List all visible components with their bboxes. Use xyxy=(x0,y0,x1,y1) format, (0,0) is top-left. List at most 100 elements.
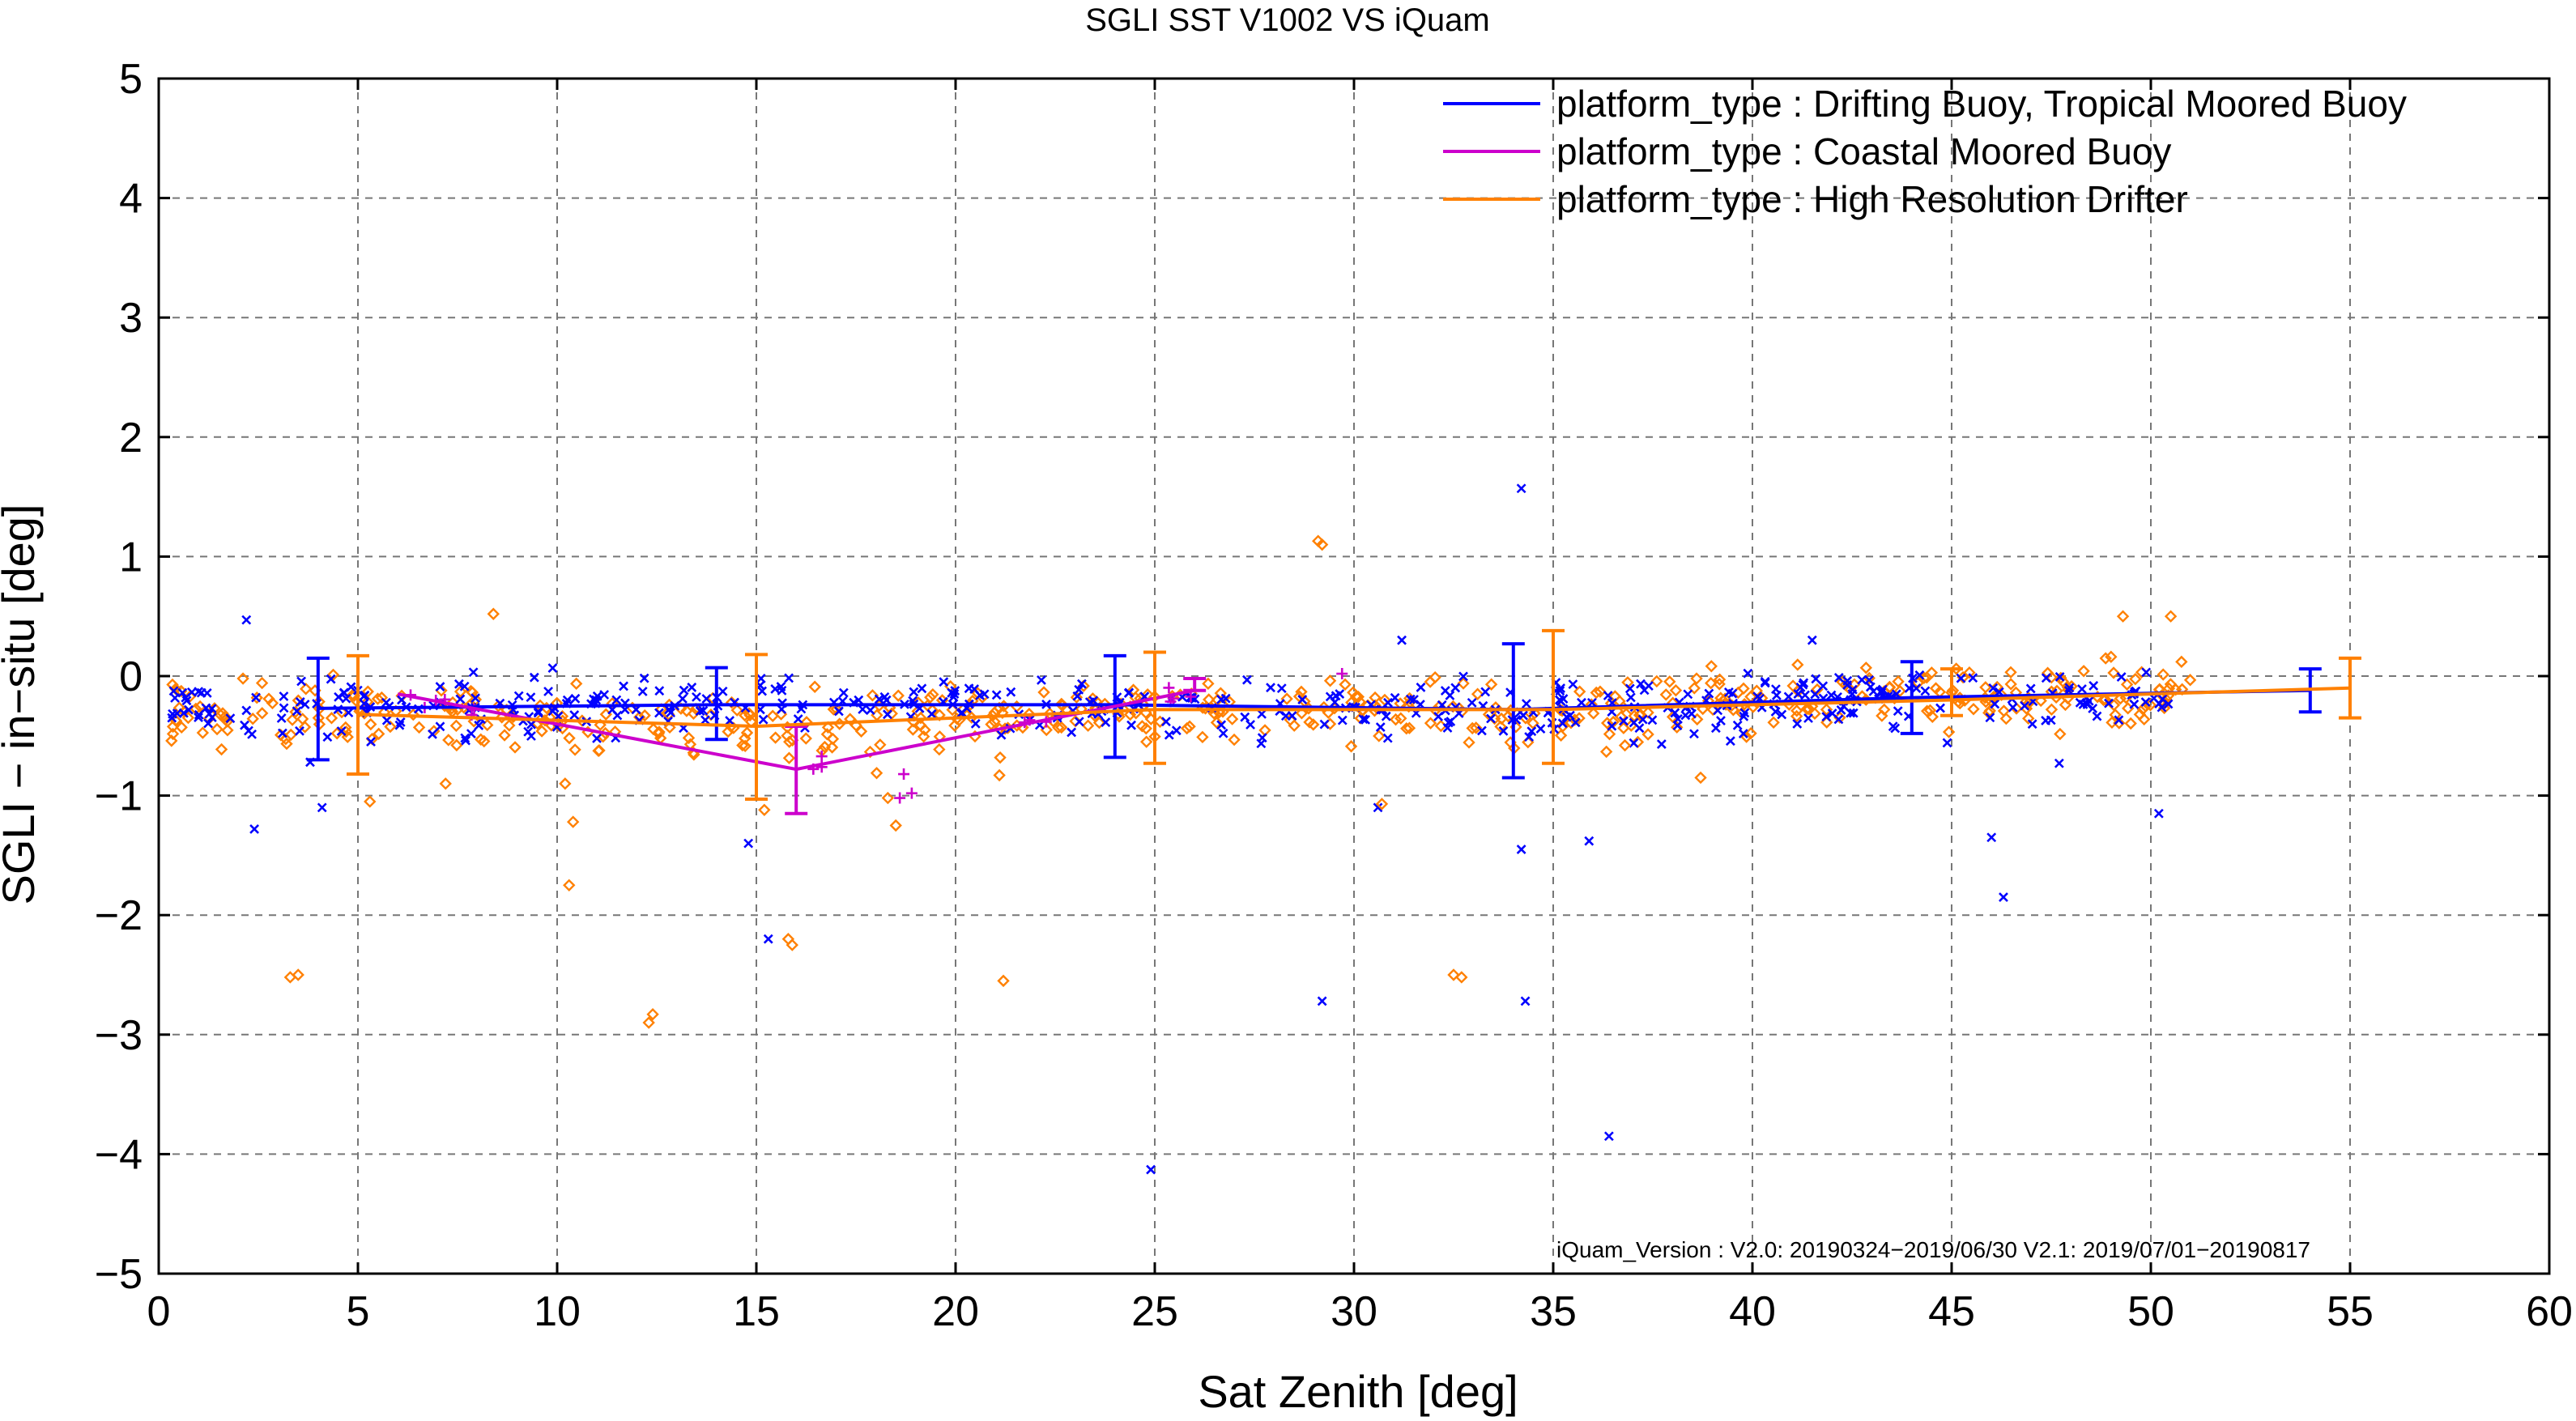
data-point xyxy=(1988,683,1999,693)
data-point xyxy=(1458,671,1468,682)
data-point xyxy=(1146,1164,1156,1175)
data-point xyxy=(478,734,491,748)
data-point xyxy=(757,686,768,696)
data-point xyxy=(563,879,576,891)
data-point xyxy=(1818,681,1829,691)
data-point xyxy=(533,706,543,717)
data-point xyxy=(678,694,688,704)
data-point xyxy=(2045,703,2059,716)
data-point xyxy=(184,704,194,715)
data-point xyxy=(279,732,292,746)
data-point xyxy=(1760,676,1770,687)
x-tick-label: 60 xyxy=(2526,1288,2573,1335)
data-point xyxy=(782,751,796,764)
data-point xyxy=(2140,697,2151,707)
data-point xyxy=(1842,680,1854,694)
data-point xyxy=(743,708,756,722)
data-point xyxy=(1123,708,1137,721)
data-point xyxy=(1600,717,1614,730)
data-point xyxy=(1999,712,2013,725)
data-point xyxy=(1266,683,1275,693)
data-point xyxy=(1624,683,1635,694)
data-point xyxy=(1180,721,1194,735)
x-tick-label: 55 xyxy=(2327,1288,2374,1335)
data-point xyxy=(175,721,188,734)
data-point xyxy=(1619,716,1629,726)
data-point xyxy=(1403,721,1416,734)
data-point xyxy=(266,696,279,710)
data-point xyxy=(1257,708,1267,719)
data-point xyxy=(692,691,701,702)
data-point xyxy=(926,708,937,719)
data-point xyxy=(675,702,688,715)
data-point xyxy=(1373,802,1383,813)
data-point xyxy=(1405,694,1416,704)
data-point xyxy=(2114,715,2124,725)
data-point xyxy=(1713,705,1723,716)
data-point xyxy=(2088,680,2099,691)
data-point xyxy=(909,687,919,697)
series-mean-line xyxy=(317,688,2310,712)
data-point xyxy=(256,707,269,720)
data-point xyxy=(296,676,307,687)
data-point xyxy=(569,710,580,720)
data-point xyxy=(1732,720,1743,730)
data-point xyxy=(1942,738,1952,748)
data-point xyxy=(1691,713,1704,726)
legend-label: platform_type : Coastal Moored Buoy xyxy=(1556,130,2171,172)
error-bar xyxy=(745,653,768,802)
data-point xyxy=(1826,690,1837,700)
error-bar xyxy=(1143,650,1166,765)
data-point xyxy=(1344,740,1358,753)
data-point xyxy=(2157,694,2168,704)
data-point xyxy=(1467,697,1477,708)
data-point xyxy=(1352,690,1365,704)
data-point xyxy=(364,795,377,808)
data-point xyxy=(1893,706,1903,717)
data-point xyxy=(1603,691,1613,700)
data-point xyxy=(815,751,828,763)
data-point xyxy=(642,1016,655,1029)
data-point xyxy=(1424,717,1437,730)
data-point xyxy=(338,688,349,698)
data-point xyxy=(654,708,664,718)
data-point xyxy=(526,692,536,703)
data-point xyxy=(2025,683,2036,694)
data-point xyxy=(2004,666,2017,679)
data-point xyxy=(1725,736,1735,747)
y-tick-label: −2 xyxy=(95,892,143,939)
data-point xyxy=(870,767,884,780)
data-point xyxy=(236,672,249,685)
data-point xyxy=(654,686,665,696)
data-point xyxy=(1518,710,1528,721)
data-point xyxy=(1603,1131,1614,1142)
data-point xyxy=(2054,671,2065,682)
data-point xyxy=(2153,808,2164,819)
data-point xyxy=(1587,707,1600,720)
data-point xyxy=(286,713,299,726)
data-point xyxy=(1037,675,1046,685)
data-point xyxy=(1713,678,1726,691)
data-point xyxy=(295,697,305,707)
data-point xyxy=(168,686,179,696)
data-point xyxy=(2099,693,2112,706)
data-point xyxy=(292,968,304,981)
data-point xyxy=(1498,725,1509,736)
data-point xyxy=(1920,671,1933,684)
data-point xyxy=(361,685,374,698)
data-point xyxy=(1471,687,1484,700)
data-point xyxy=(826,732,840,746)
data-point xyxy=(2157,702,2167,713)
data-point xyxy=(1590,686,1603,700)
data-point xyxy=(1689,729,1699,739)
data-point xyxy=(1997,704,2011,717)
data-point xyxy=(769,731,782,744)
data-point xyxy=(172,708,182,718)
data-point xyxy=(1010,700,1024,713)
data-point xyxy=(736,738,749,752)
data-point xyxy=(298,721,312,734)
data-point xyxy=(2077,665,2090,678)
data-point xyxy=(336,726,347,736)
data-point xyxy=(535,725,548,738)
data-point xyxy=(996,706,1009,719)
